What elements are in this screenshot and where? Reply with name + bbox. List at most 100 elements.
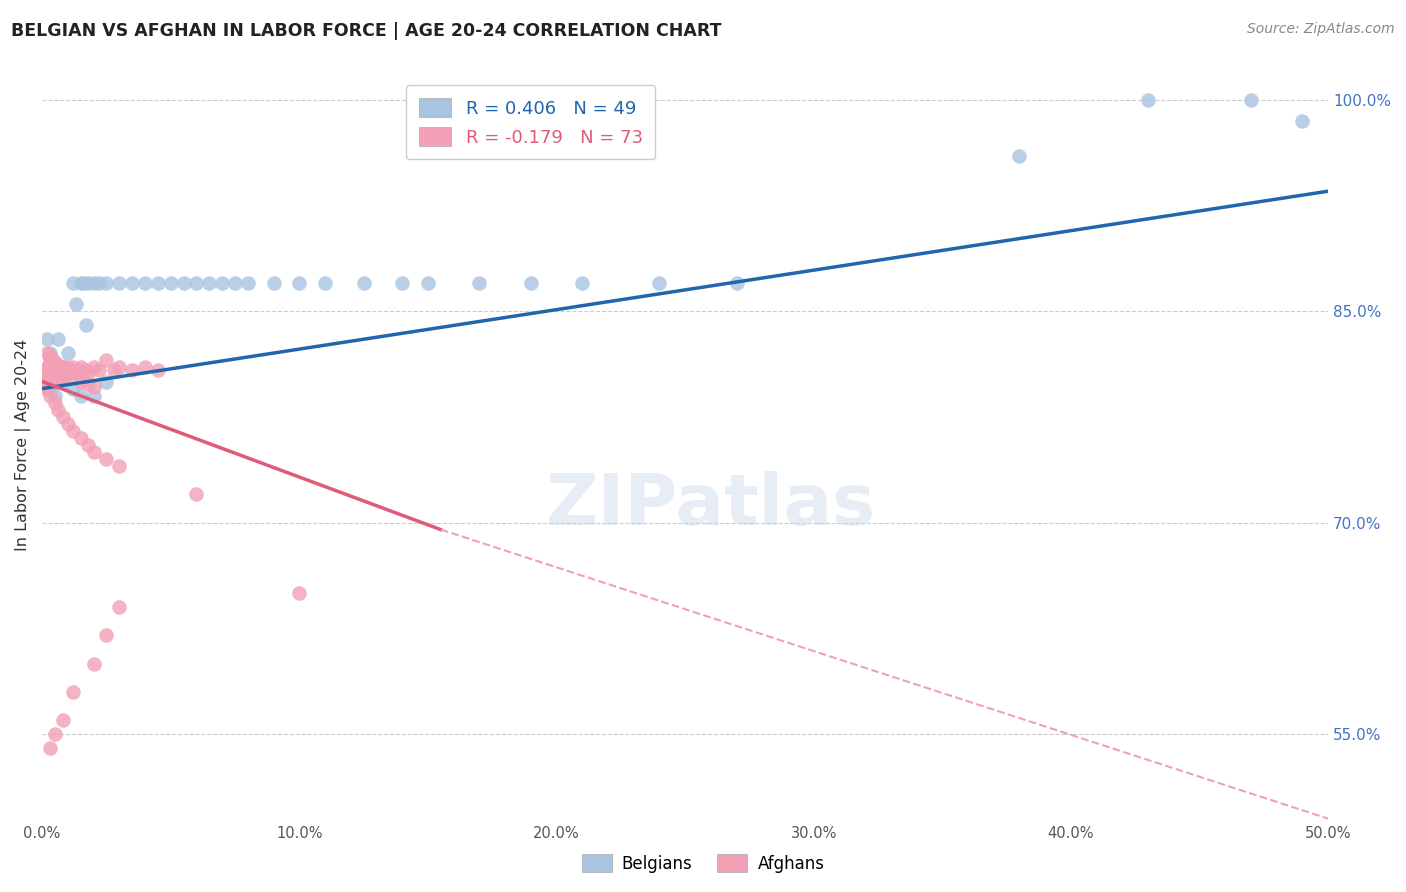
Point: [75, 363, 97, 377]
Point: [96, 628, 118, 642]
Point: [44, 727, 66, 741]
Point: [62, 684, 84, 698]
Point: [34, 375, 56, 389]
Point: [37, 382, 59, 396]
Point: [37, 360, 59, 375]
Point: [34, 363, 56, 377]
Point: [186, 487, 208, 501]
Point: [46, 402, 69, 417]
Point: [468, 276, 491, 290]
Legend: R = 0.406   N = 49, R = -0.179   N = 73: R = 0.406 N = 49, R = -0.179 N = 73: [406, 85, 655, 159]
Point: [46, 358, 69, 372]
Point: [263, 276, 285, 290]
Point: [83, 276, 105, 290]
Point: [41, 360, 63, 375]
Point: [52, 368, 75, 383]
Point: [62, 424, 84, 438]
Point: [49, 372, 72, 386]
Point: [353, 276, 375, 290]
Text: ZIPatlas: ZIPatlas: [546, 471, 876, 540]
Text: Source: ZipAtlas.com: Source: ZipAtlas.com: [1247, 22, 1395, 37]
Point: [62, 368, 84, 383]
Point: [56, 366, 79, 380]
Point: [83, 360, 105, 375]
Point: [49, 360, 72, 375]
Point: [416, 276, 439, 290]
Point: [108, 459, 131, 474]
Point: [56, 417, 79, 431]
Point: [38, 382, 60, 396]
Point: [146, 363, 169, 377]
Point: [108, 360, 131, 375]
Point: [211, 276, 233, 290]
Point: [77, 377, 100, 392]
Point: [46, 332, 69, 346]
Point: [146, 276, 169, 290]
Point: [224, 276, 246, 290]
Point: [67, 363, 90, 377]
Point: [69, 360, 91, 375]
Point: [83, 445, 105, 459]
Point: [34, 380, 56, 394]
Point: [288, 276, 311, 290]
Point: [103, 363, 125, 377]
Point: [37, 332, 59, 346]
Point: [186, 276, 208, 290]
Point: [34, 363, 56, 377]
Point: [52, 360, 75, 375]
Point: [83, 380, 105, 394]
Point: [96, 452, 118, 467]
Point: [65, 366, 87, 380]
Point: [46, 363, 69, 377]
Point: [37, 377, 59, 392]
Point: [96, 276, 118, 290]
Point: [52, 713, 75, 727]
Point: [44, 395, 66, 409]
Point: [44, 355, 66, 369]
Point: [38, 346, 60, 360]
Point: [44, 389, 66, 403]
Point: [41, 351, 63, 366]
Point: [38, 360, 60, 375]
Point: [38, 353, 60, 368]
Point: [121, 363, 143, 377]
Point: [725, 276, 748, 290]
Point: [38, 368, 60, 382]
Point: [236, 276, 259, 290]
Point: [648, 276, 671, 290]
Point: [96, 353, 118, 368]
Point: [44, 375, 66, 389]
Point: [108, 600, 131, 615]
Point: [37, 372, 59, 386]
Point: [37, 366, 59, 380]
Point: [52, 375, 75, 389]
Point: [198, 276, 221, 290]
Point: [77, 276, 100, 290]
Point: [1240, 93, 1263, 107]
Point: [83, 389, 105, 403]
Point: [173, 276, 195, 290]
Y-axis label: In Labor Force | Age 20-24: In Labor Force | Age 20-24: [15, 339, 31, 551]
Point: [69, 431, 91, 445]
Point: [52, 360, 75, 375]
Point: [72, 276, 94, 290]
Point: [77, 438, 100, 452]
Point: [288, 586, 311, 600]
Point: [49, 360, 72, 375]
Point: [391, 276, 413, 290]
Point: [96, 375, 118, 389]
Point: [77, 366, 100, 380]
Point: [41, 368, 63, 382]
Point: [38, 389, 60, 403]
Point: [62, 382, 84, 396]
Point: [38, 741, 60, 756]
Point: [121, 276, 143, 290]
Point: [46, 358, 69, 372]
Point: [62, 360, 84, 375]
Point: [69, 375, 91, 389]
Point: [44, 360, 66, 375]
Point: [108, 276, 131, 290]
Point: [1137, 93, 1160, 107]
Point: [314, 276, 336, 290]
Point: [134, 360, 156, 375]
